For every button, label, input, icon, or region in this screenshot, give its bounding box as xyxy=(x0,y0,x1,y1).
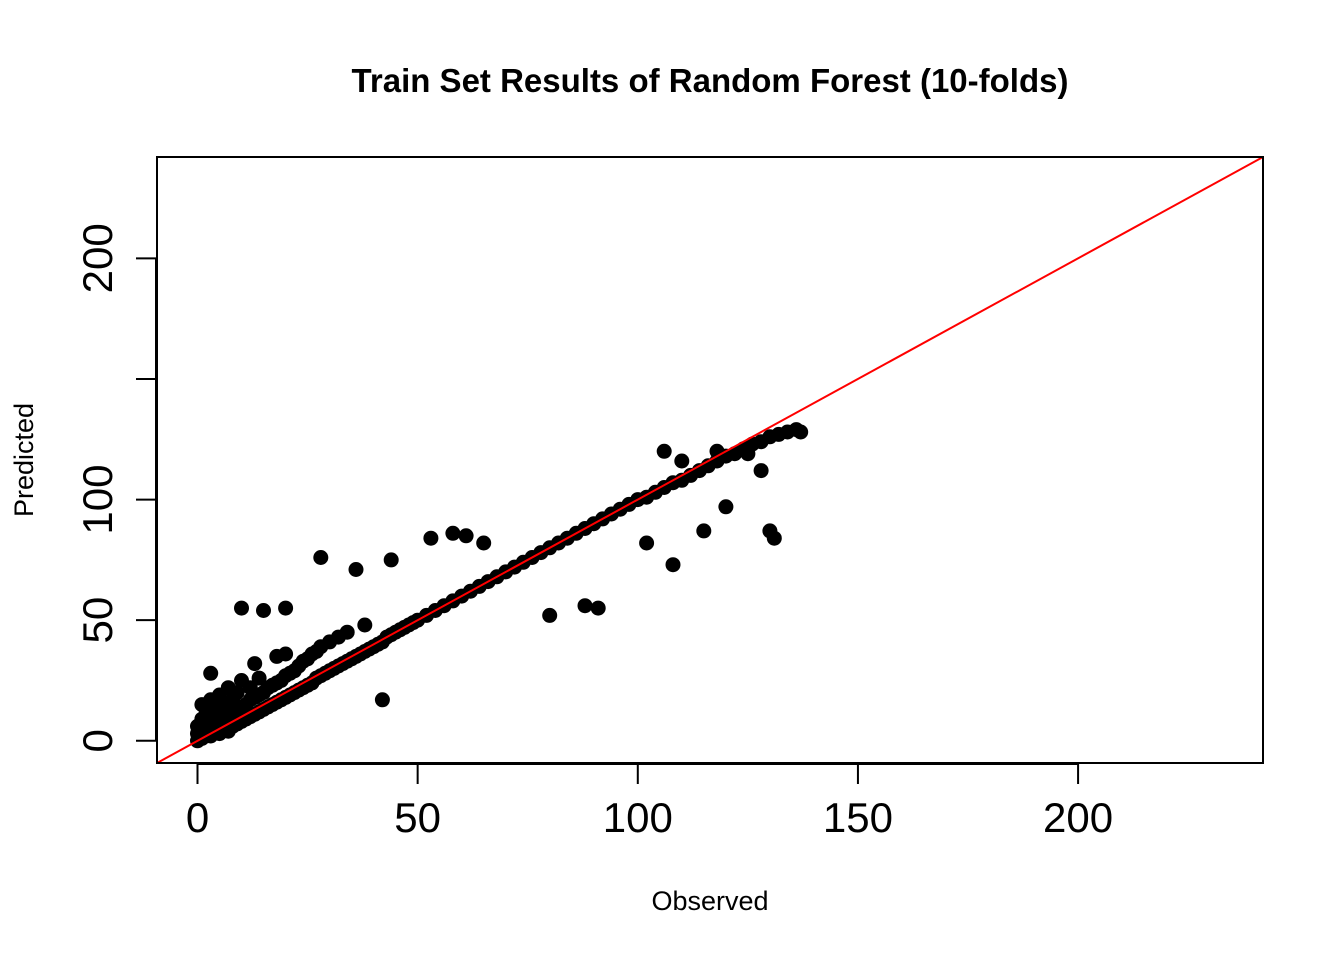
data-point xyxy=(445,525,461,541)
data-point xyxy=(476,535,492,551)
data-point xyxy=(458,528,474,544)
data-point xyxy=(590,600,606,616)
data-point xyxy=(278,646,294,662)
data-point xyxy=(251,670,267,686)
data-point xyxy=(383,552,399,568)
data-point xyxy=(766,530,782,546)
data-point xyxy=(542,607,558,623)
y-tick-label: 100 xyxy=(74,465,121,535)
data-point xyxy=(674,453,690,469)
data-point xyxy=(656,443,672,459)
data-point xyxy=(665,557,681,573)
data-point xyxy=(339,624,355,640)
data-point xyxy=(278,600,294,616)
x-tick-label: 150 xyxy=(823,794,893,841)
data-point xyxy=(357,617,373,633)
data-point xyxy=(247,656,263,672)
x-tick-label: 100 xyxy=(603,794,673,841)
data-point xyxy=(256,603,271,618)
y-tick-label: 200 xyxy=(74,223,121,293)
data-point xyxy=(313,550,329,565)
data-point xyxy=(348,562,364,577)
data-point xyxy=(234,600,249,616)
identity-reference-line xyxy=(157,157,1263,763)
x-axis: 0 50 100 150 200 xyxy=(186,763,1113,841)
y-axis: 0 50 100 200 xyxy=(74,223,157,752)
x-tick-label: 0 xyxy=(186,794,209,841)
x-tick-label: 50 xyxy=(394,794,441,841)
y-tick-label: 0 xyxy=(74,729,121,752)
x-axis-label: Observed xyxy=(651,886,768,916)
y-axis-label: Predicted xyxy=(9,403,39,517)
chart-title: Train Set Results of Random Forest (10-f… xyxy=(352,62,1069,99)
data-point xyxy=(374,692,390,708)
data-point xyxy=(793,424,809,440)
data-point xyxy=(696,523,712,539)
y-tick-label: 50 xyxy=(74,597,121,644)
data-point xyxy=(740,446,756,462)
data-point xyxy=(423,530,439,546)
data-point xyxy=(229,685,245,701)
data-point xyxy=(718,499,734,515)
x-tick-label: 200 xyxy=(1043,794,1113,841)
data-point xyxy=(639,535,655,551)
data-point xyxy=(203,665,219,681)
data-points xyxy=(190,422,809,749)
data-point xyxy=(753,463,769,479)
data-point xyxy=(577,598,593,614)
